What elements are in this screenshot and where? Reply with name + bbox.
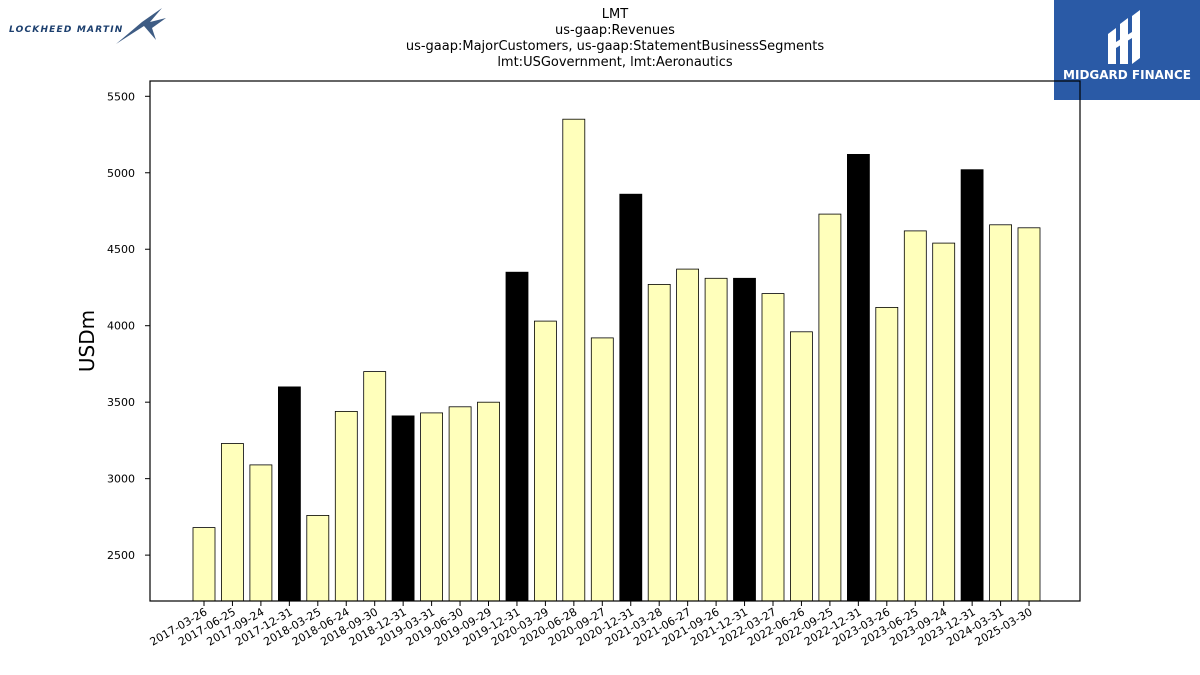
midgard-monogram-icon [1108,10,1140,64]
title-members: lmt:USGovernment, lmt:Aeronautics [497,55,733,70]
bar-2020-12-31 [619,193,643,602]
bar-2018-09-30 [363,371,387,602]
bar-2023-09-24 [932,242,956,602]
bar-2022-06-26 [790,331,813,602]
bar-2023-06-25 [903,230,927,602]
bar-2021-12-31 [733,277,756,602]
bar-2017-12-31 [277,386,301,602]
y-tick-label: 5500 [107,90,135,103]
y-axis: 2500 3000 3500 4000 4500 5000 5500 [107,90,150,562]
bar-2018-03-25 [306,515,330,602]
midgard-finance-wordmark: MIDGARD FINANCE [1063,68,1191,82]
bar-2018-12-31 [391,415,415,602]
lockheed-martin-logo: LOCKHEED MARTIN [4,6,169,46]
title-ticker: LMT [601,7,629,22]
midgard-finance-logo: MIDGARD FINANCE [1054,0,1200,100]
star-icon [116,8,166,44]
bar-2021-03-28 [647,283,671,602]
bar-2018-06-24 [334,410,358,602]
title-axes: us-gaap:MajorCustomers, us-gaap:Statemen… [405,39,825,54]
bar-2021-06-27 [676,268,699,602]
bar-2020-06-28 [562,118,586,602]
bars-group [192,118,1041,602]
x-axis: 2017-03-262017-06-252017-09-242017-12-31… [148,601,1035,649]
bar-2020-03-29 [534,320,557,602]
bar-2019-09-29 [477,401,500,602]
bar-2022-12-31 [847,153,870,602]
bar-2024-03-31 [989,224,1012,602]
bar-2021-09-26 [704,277,728,602]
y-tick-label: 4500 [107,243,135,256]
bar-2020-09-27 [590,337,614,602]
y-tick-label: 5000 [107,167,135,180]
bar-2023-03-26 [875,306,899,602]
bar-2017-03-26 [192,527,216,602]
y-tick-label: 4000 [107,320,135,333]
y-axis-label: USDm [75,310,99,372]
bar-2019-03-31 [420,412,444,602]
bar-2022-09-25 [818,213,842,602]
bar-2017-09-24 [249,464,273,602]
lockheed-martin-wordmark: LOCKHEED MARTIN [9,25,124,35]
title-metric: us-gaap:Revenues [555,23,675,38]
bar-2025-03-30 [1017,227,1041,602]
y-tick-label: 3500 [107,396,135,409]
y-tick-label: 3000 [107,473,135,486]
bar-2019-06-30 [448,406,472,602]
bar-2022-03-27 [761,293,785,602]
bar-2019-12-31 [505,271,529,602]
y-tick-label: 2500 [107,549,135,562]
plot-frame [149,80,1081,602]
bar-2017-06-25 [220,443,244,602]
bar-2023-12-31 [960,169,984,602]
